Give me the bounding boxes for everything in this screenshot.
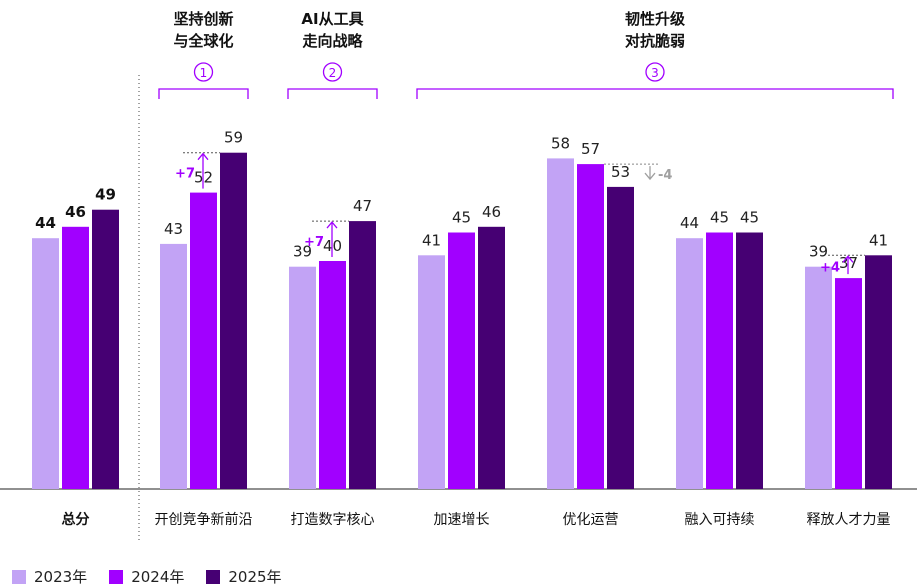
bar bbox=[289, 266, 316, 489]
delta-label: +7 bbox=[304, 235, 324, 250]
data-label: 45 bbox=[452, 209, 471, 227]
legend-label: 2025年 bbox=[228, 568, 282, 586]
bar bbox=[32, 238, 59, 489]
bar bbox=[547, 158, 574, 489]
data-label: 45 bbox=[740, 209, 759, 227]
group-marker-circle bbox=[193, 62, 214, 82]
data-label: 44 bbox=[680, 214, 699, 232]
legend-swatch bbox=[206, 569, 221, 584]
bar bbox=[607, 186, 634, 489]
legend-item: 2023年 bbox=[12, 566, 87, 587]
delta-arrowhead bbox=[842, 255, 854, 263]
group-bracket bbox=[287, 88, 378, 99]
data-label: 41 bbox=[422, 231, 441, 249]
bar bbox=[676, 238, 703, 489]
bar bbox=[706, 232, 733, 489]
category-label: 加速增长 bbox=[434, 512, 490, 528]
delta-label: -4 bbox=[658, 168, 672, 183]
data-label: 47 bbox=[353, 197, 372, 215]
group-marker-circle bbox=[322, 62, 343, 82]
data-label: 46 bbox=[65, 203, 86, 221]
group-marker-number: 1 bbox=[200, 66, 208, 80]
group-marker-circle bbox=[645, 62, 665, 82]
category-label: 打造数字核心 bbox=[291, 511, 375, 528]
bar bbox=[805, 266, 832, 489]
category-label: 总分 bbox=[62, 511, 90, 528]
bar bbox=[736, 232, 763, 489]
data-label: 59 bbox=[224, 129, 243, 147]
data-label: 39 bbox=[809, 243, 828, 261]
category-label: 开创竞争新前沿 bbox=[155, 511, 253, 528]
group-title: 与全球化 bbox=[173, 32, 233, 50]
group-bracket bbox=[158, 88, 249, 99]
category-label: 优化运营 bbox=[563, 512, 619, 528]
data-label: 44 bbox=[35, 214, 56, 232]
delta-label: +4 bbox=[820, 261, 840, 276]
legend: 2023年 2024年 2025年 bbox=[12, 566, 282, 587]
data-label: 45 bbox=[710, 209, 729, 227]
data-label: 57 bbox=[581, 140, 600, 158]
group-title: 坚持创新 bbox=[173, 10, 233, 28]
bar bbox=[319, 261, 346, 489]
group-bracket bbox=[416, 88, 894, 99]
data-label: 58 bbox=[551, 134, 570, 152]
bar bbox=[160, 243, 187, 489]
category-label: 释放人才力量 bbox=[807, 512, 891, 528]
delta-arrowhead bbox=[197, 152, 209, 161]
group-title: 韧性升级 bbox=[625, 10, 686, 28]
bar bbox=[92, 209, 119, 489]
legend-label: 2024年 bbox=[131, 568, 185, 586]
legend-swatch bbox=[12, 569, 26, 584]
delta-arrowhead bbox=[644, 172, 656, 181]
delta-arrowhead bbox=[326, 221, 338, 229]
bar bbox=[62, 226, 89, 490]
data-label: 39 bbox=[293, 243, 312, 261]
data-label: 53 bbox=[611, 163, 630, 181]
legend-swatch bbox=[109, 569, 124, 584]
group-marker-number: 2 bbox=[329, 66, 337, 80]
legend-item: 2024年 bbox=[109, 566, 184, 587]
group-marker-number: 3 bbox=[651, 66, 659, 80]
bar bbox=[865, 255, 892, 489]
group-title: 走向战略 bbox=[302, 32, 363, 50]
legend-item: 2025年 bbox=[206, 566, 282, 587]
delta-label: +7 bbox=[175, 167, 195, 182]
bar bbox=[220, 152, 247, 489]
group-title: AI从工具 bbox=[301, 10, 363, 28]
data-label: 46 bbox=[482, 203, 501, 221]
bar bbox=[418, 255, 445, 489]
data-label: 43 bbox=[164, 220, 183, 238]
bar-chart: 444649总分435259开创竞争新前沿394047打造数字核心414546加… bbox=[0, 10, 917, 540]
legend-label: 2023年 bbox=[34, 568, 88, 586]
bar bbox=[448, 232, 475, 489]
group-title: 对抗脆弱 bbox=[625, 32, 685, 50]
bar bbox=[190, 192, 217, 489]
bar bbox=[835, 278, 862, 489]
category-label: 融入可持续 bbox=[685, 511, 755, 528]
bar bbox=[478, 226, 505, 490]
data-label: 49 bbox=[95, 186, 116, 204]
data-label: 41 bbox=[869, 231, 888, 249]
bar bbox=[577, 164, 604, 489]
bar bbox=[349, 221, 376, 489]
